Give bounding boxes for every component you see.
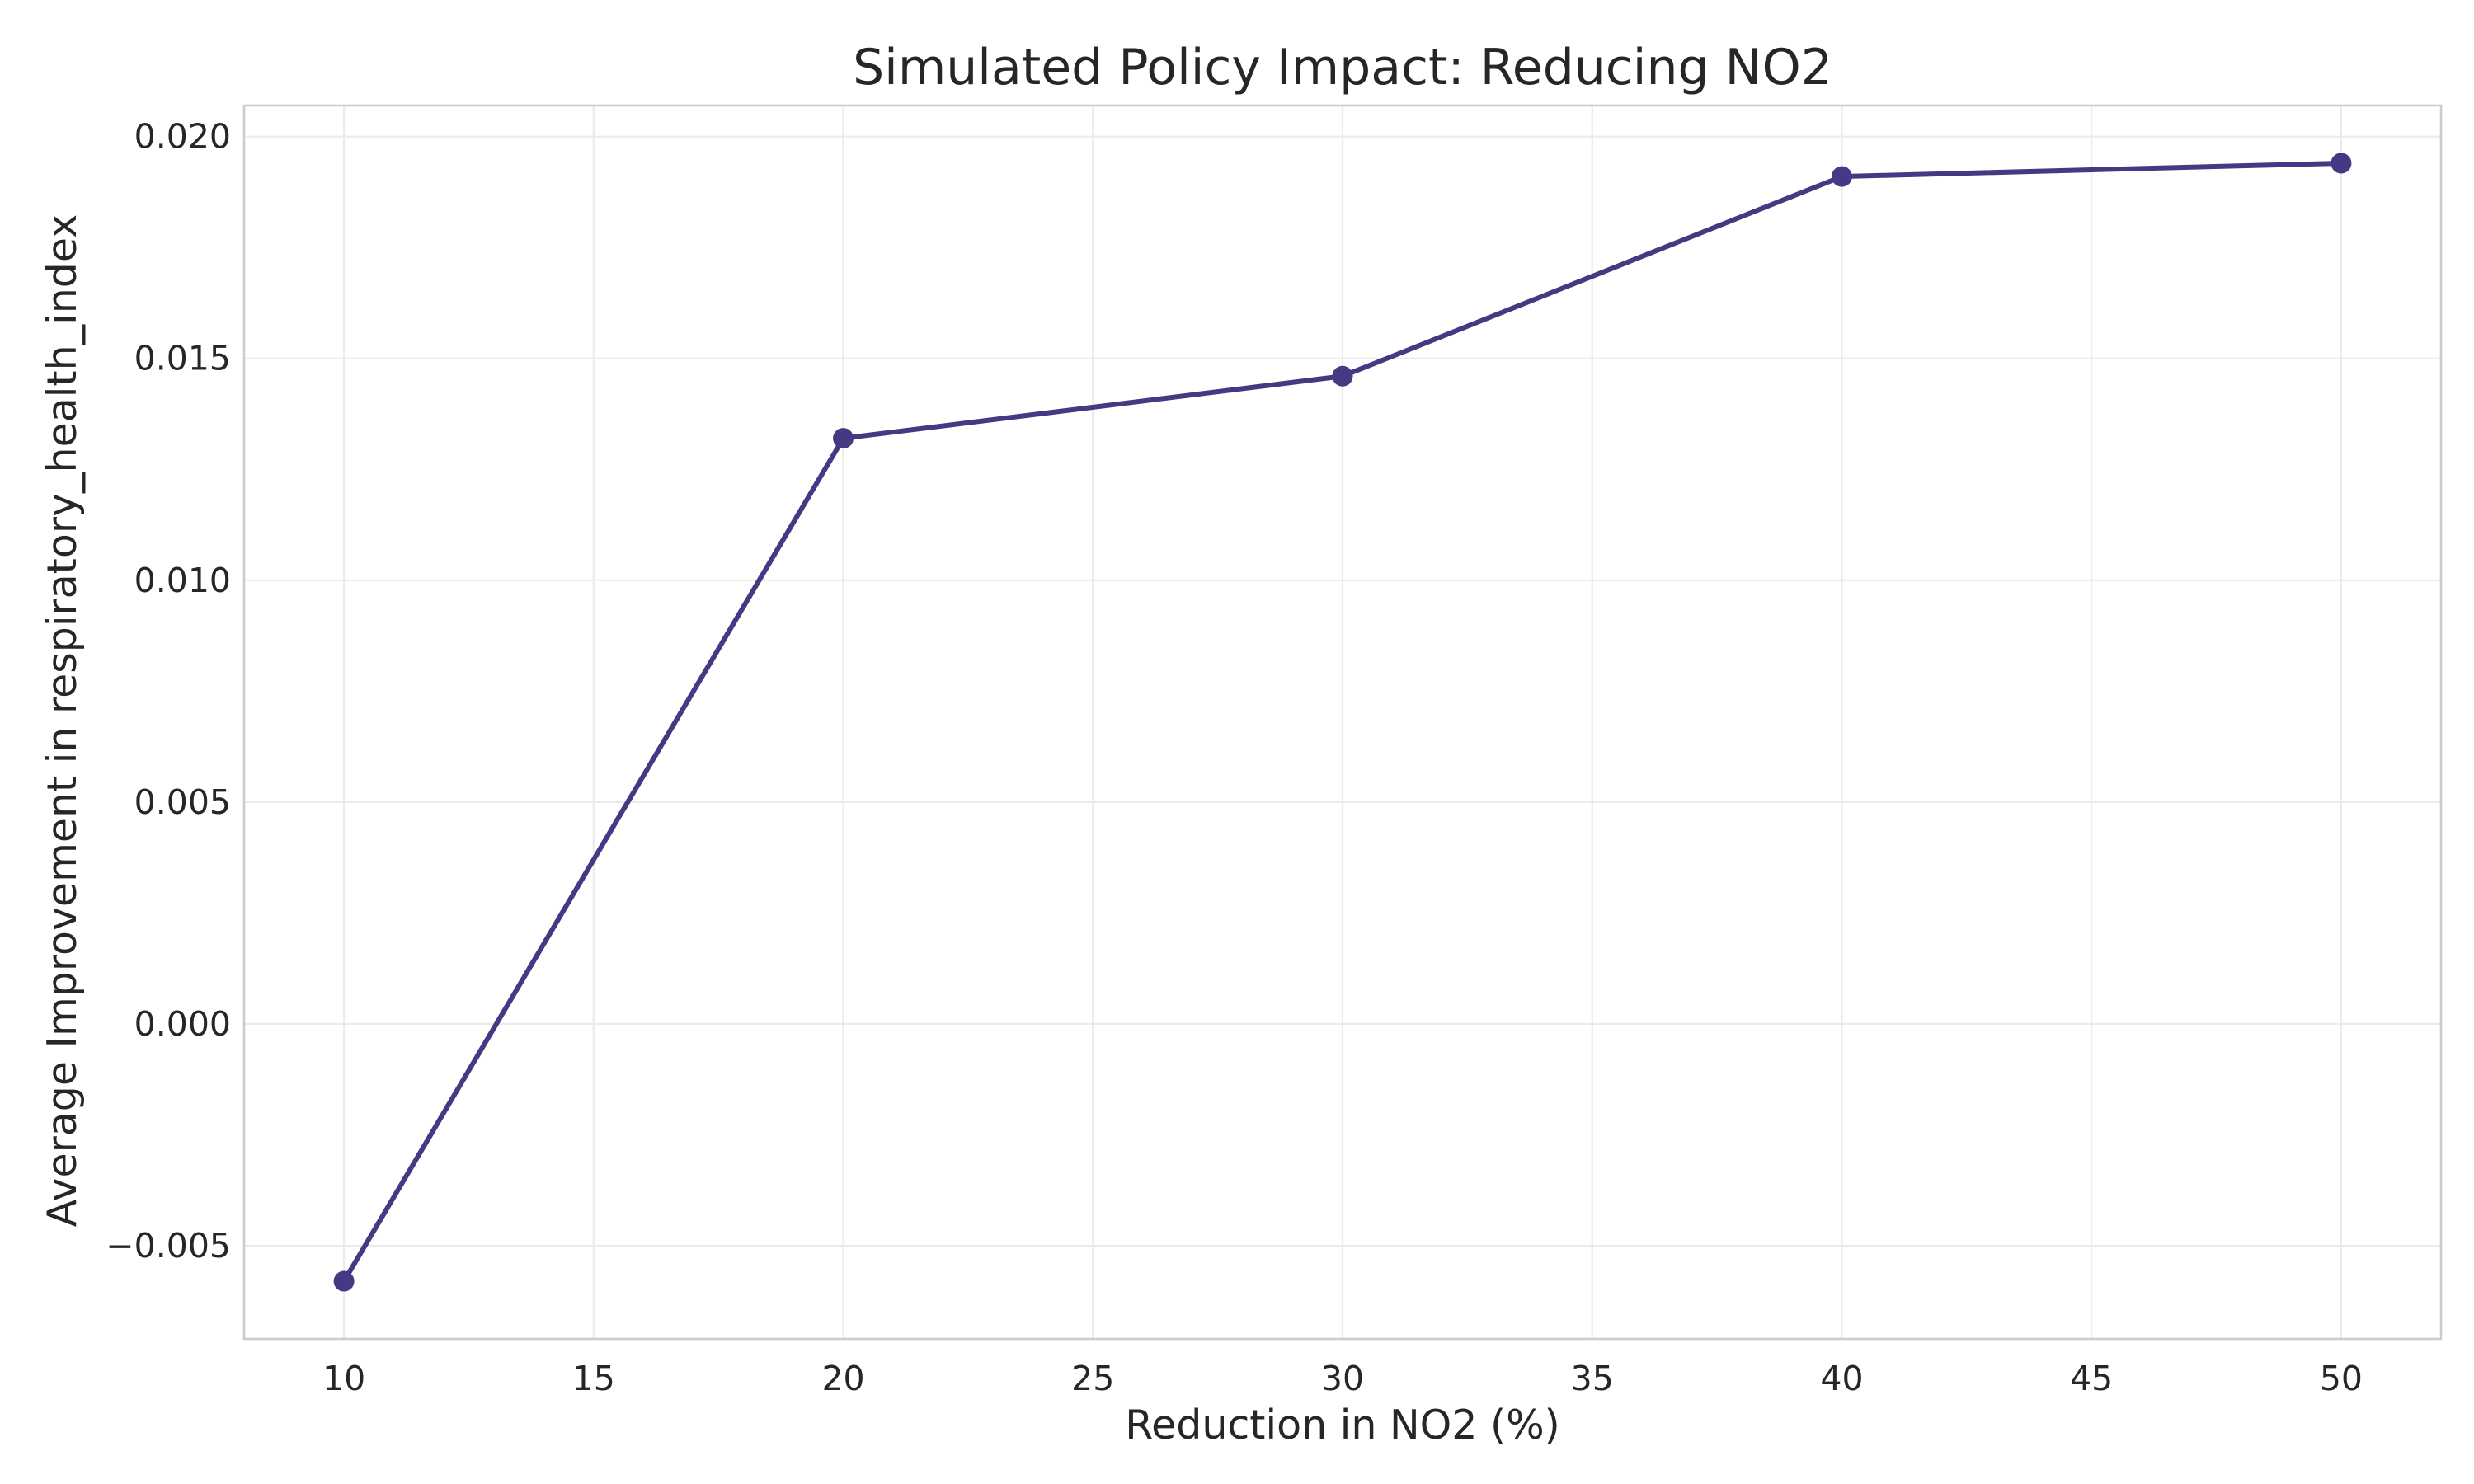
y-tick-label: 0.015 bbox=[134, 339, 231, 378]
y-tick-label: 0.005 bbox=[134, 782, 231, 822]
x-tick-label: 50 bbox=[2320, 1359, 2363, 1398]
x-tick-label: 10 bbox=[322, 1359, 365, 1398]
x-axis-label: Reduction in NO2 (%) bbox=[1125, 1402, 1560, 1449]
y-tick-label: 0.000 bbox=[134, 1004, 231, 1044]
series-group bbox=[333, 153, 2352, 1292]
x-tick-label: 35 bbox=[1571, 1359, 1614, 1398]
x-tick-label: 20 bbox=[821, 1359, 864, 1398]
data-point bbox=[1332, 365, 1353, 387]
x-tick-label: 40 bbox=[1820, 1359, 1863, 1398]
y-tick-label: −0.005 bbox=[106, 1226, 231, 1266]
x-tick-label: 15 bbox=[572, 1359, 615, 1398]
chart-title: Simulated Policy Impact: Reducing NO2 bbox=[853, 39, 1832, 96]
x-tick-label: 45 bbox=[2070, 1359, 2113, 1398]
y-tick-label: 0.020 bbox=[134, 117, 231, 157]
x-ticks: 10 15 20 25 30 35 40 45 50 bbox=[322, 1359, 2363, 1398]
data-point bbox=[2331, 153, 2352, 174]
y-axis-label: Average Improvement in respiratory_healt… bbox=[39, 214, 86, 1227]
data-point bbox=[1831, 166, 1852, 187]
x-tick-label: 25 bbox=[1071, 1359, 1114, 1398]
grid bbox=[244, 106, 2441, 1339]
data-point bbox=[833, 428, 854, 449]
x-tick-label: 30 bbox=[1321, 1359, 1364, 1398]
plot-area-frame bbox=[242, 104, 2443, 1341]
data-point bbox=[333, 1270, 355, 1292]
y-ticks: −0.005 0.000 0.005 0.010 0.015 0.020 bbox=[106, 117, 231, 1266]
y-tick-label: 0.010 bbox=[134, 561, 231, 600]
